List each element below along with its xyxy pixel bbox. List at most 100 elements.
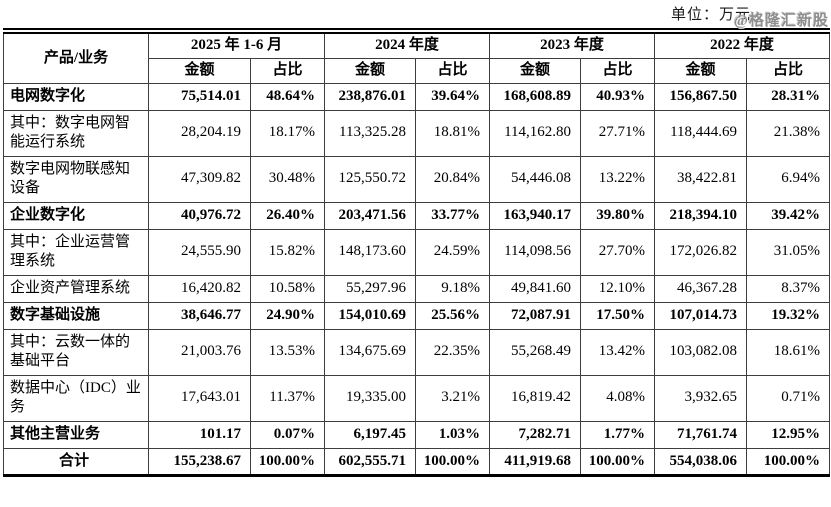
product-label-cell: 其中：云数一体的基础平台 [3, 328, 149, 376]
column-header-amount: 金额 [654, 57, 748, 84]
amount-cell: 163,940.17 [489, 201, 582, 230]
ratio-cell: 100.00% [746, 447, 831, 476]
amount-cell: 40,976.72 [148, 201, 251, 230]
column-header-amount: 金额 [148, 57, 251, 84]
amount-cell: 154,010.69 [324, 301, 416, 330]
amount-cell: 16,819.42 [489, 374, 582, 422]
amount-cell: 49,841.60 [489, 274, 582, 303]
amount-cell: 54,446.08 [489, 155, 582, 203]
ratio-cell: 100.00% [580, 447, 656, 476]
table-caption-bar: 单位：万元 @格隆汇新股 [0, 0, 831, 29]
table-row: 企业数字化 40,976.72 26.40% 203,471.56 33.77% 163,… [3, 201, 831, 230]
ratio-cell: 39.80% [580, 201, 656, 230]
column-header-period-2024: 2024 年度 [323, 30, 491, 59]
ratio-cell: 18.81% [414, 109, 491, 157]
ratio-cell: 27.71% [580, 109, 656, 157]
ratio-cell: 33.77% [414, 201, 491, 230]
amount-cell: 55,268.49 [489, 328, 582, 376]
ratio-cell: 6.94% [746, 155, 831, 203]
product-label-cell: 其他主营业务 [3, 420, 149, 449]
amount-cell: 156,867.50 [654, 82, 748, 111]
amount-cell: 134,675.69 [324, 328, 416, 376]
amount-cell: 6,197.45 [324, 420, 416, 449]
amount-cell: 71,761.74 [654, 420, 748, 449]
table-row: 其他主营业务 101.17 0.07% 6,197.45 1.03% 7,282.71 1.… [3, 420, 831, 449]
header-row-subcolumns: 金额 占比 金额 占比 金额 占比 金额 占比 [4, 57, 831, 84]
ratio-cell: 24.59% [414, 228, 491, 276]
table-row: 数字电网物联感知设备 47,309.82 30.48% 125,550.72 20.84… [3, 155, 831, 203]
product-label-cell: 其中：数字电网智能运行系统 [3, 109, 149, 157]
amount-cell: 38,422.81 [654, 155, 748, 203]
table-row: 其中：数字电网智能运行系统 28,204.19 18.17% 113,325.28 18… [3, 109, 831, 157]
amount-cell: 7,282.71 [489, 420, 582, 449]
column-header-product-business: 产品/业务 [3, 30, 149, 84]
column-header-ratio: 占比 [746, 57, 831, 84]
ratio-cell: 25.56% [414, 301, 491, 330]
amount-cell: 155,238.67 [148, 447, 251, 476]
ratio-cell: 100.00% [414, 447, 491, 476]
amount-cell: 107,014.73 [654, 301, 748, 330]
ratio-cell: 13.42% [580, 328, 656, 376]
ratio-cell: 18.61% [746, 328, 831, 376]
table-row: 数据中心（IDC）业务 17,643.01 11.37% 19,335.00 3.21%… [3, 374, 831, 422]
ratio-cell: 31.05% [746, 228, 831, 276]
product-label-cell: 数据中心（IDC）业务 [3, 374, 149, 422]
ratio-cell: 8.37% [746, 274, 831, 303]
ratio-cell: 27.70% [580, 228, 656, 276]
product-label-cell: 数字电网物联感知设备 [3, 155, 149, 203]
column-header-amount: 金额 [489, 57, 582, 84]
column-header-period-2022: 2022 年度 [654, 30, 831, 59]
ratio-cell: 11.37% [250, 374, 325, 422]
product-label-cell: 企业资产管理系统 [3, 274, 149, 303]
ratio-cell: 10.58% [250, 274, 325, 303]
table-row: 电网数字化 75,514.01 48.64% 238,876.01 39.64% 168,… [3, 82, 831, 111]
watermark-text: @格隆汇新股 [734, 13, 829, 29]
amount-cell: 38,646.77 [148, 301, 251, 330]
amount-cell: 168,608.89 [489, 82, 582, 111]
ratio-cell: 1.77% [580, 420, 656, 449]
table-row: 企业资产管理系统 16,420.82 10.58% 55,297.96 9.18% 49,… [3, 274, 831, 303]
amount-cell: 114,162.80 [489, 109, 582, 157]
ratio-cell: 18.17% [250, 109, 325, 157]
ratio-cell: 39.64% [414, 82, 491, 111]
amount-cell: 218,394.10 [654, 201, 748, 230]
ratio-cell: 3.21% [414, 374, 491, 422]
product-label-cell: 数字基础设施 [3, 301, 149, 330]
column-header-ratio: 占比 [580, 57, 656, 84]
amount-cell: 16,420.82 [148, 274, 251, 303]
ratio-cell: 4.08% [580, 374, 656, 422]
ratio-cell: 20.84% [414, 155, 491, 203]
table-body: 电网数字化 75,514.01 48.64% 238,876.01 39.64% 168,… [3, 82, 831, 476]
product-label-cell: 企业数字化 [3, 201, 149, 230]
amount-cell: 19,335.00 [324, 374, 416, 422]
amount-cell: 125,550.72 [324, 155, 416, 203]
unit-label: 单位：万元 [670, 7, 751, 23]
amount-cell: 148,173.60 [324, 228, 416, 276]
ratio-cell: 39.42% [746, 201, 831, 230]
table-row: 其中：云数一体的基础平台 21,003.76 13.53% 134,675.69 22.… [3, 328, 831, 376]
amount-cell: 75,514.01 [148, 82, 251, 111]
amount-cell: 118,444.69 [654, 109, 748, 157]
product-label-cell: 合计 [3, 447, 149, 476]
table-row: 合计 155,238.67 100.00% 602,555.71 100.00% 411,… [3, 447, 831, 476]
ratio-cell: 48.64% [250, 82, 325, 111]
ratio-cell: 21.38% [746, 109, 831, 157]
product-label-cell: 电网数字化 [3, 82, 149, 111]
header-row-periods: 产品/业务 2025 年 1-6 月 2024 年度 2023 年度 2022 … [3, 30, 831, 84]
amount-cell: 554,038.06 [654, 447, 748, 476]
amount-cell: 17,643.01 [148, 374, 251, 422]
table-row: 其中：企业运营管理系统 24,555.90 15.82% 148,173.60 24.5… [3, 228, 831, 276]
ratio-cell: 13.22% [580, 155, 656, 203]
amount-cell: 103,082.08 [654, 328, 748, 376]
amount-cell: 203,471.56 [324, 201, 416, 230]
column-header-period-2023: 2023 年度 [489, 30, 656, 59]
ratio-cell: 40.93% [580, 82, 656, 111]
ratio-cell: 19.32% [746, 301, 831, 330]
amount-cell: 24,555.90 [148, 228, 251, 276]
revenue-breakdown-table: 产品/业务 2025 年 1-6 月 2024 年度 2023 年度 2022 … [3, 28, 831, 477]
ratio-cell: 28.31% [746, 82, 831, 111]
column-header-period-2025h1: 2025 年 1-6 月 [148, 30, 325, 59]
amount-cell: 21,003.76 [148, 328, 251, 376]
ratio-cell: 15.82% [250, 228, 325, 276]
column-header-ratio: 占比 [414, 57, 491, 84]
